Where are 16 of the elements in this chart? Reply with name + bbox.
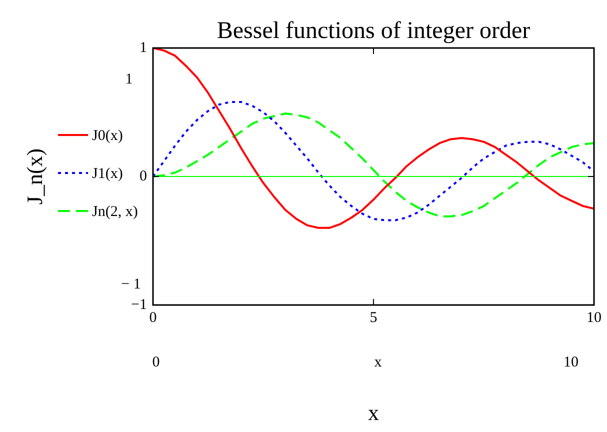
- text: x: [374, 354, 382, 372]
- legend-label: Jn(2, x): [92, 204, 138, 220]
- y-tick-label: 0: [140, 168, 147, 184]
- legend-label: J0(x): [92, 128, 123, 144]
- y-tick-label: 1: [140, 40, 147, 56]
- text: 0: [152, 354, 160, 372]
- x-tick-label: 10: [586, 310, 602, 326]
- text: 1: [125, 72, 133, 88]
- chart-title: Bessel functions of integer order: [216, 18, 530, 44]
- x-tick-label: 5: [370, 310, 378, 326]
- y-tick-label: −1: [131, 296, 147, 313]
- x-axis-title: x: [368, 400, 379, 425]
- legend-label: J1(x): [92, 166, 123, 182]
- y-axis-title: J_n(x): [22, 148, 47, 205]
- text: − 1: [121, 276, 141, 294]
- text: 10: [564, 354, 578, 372]
